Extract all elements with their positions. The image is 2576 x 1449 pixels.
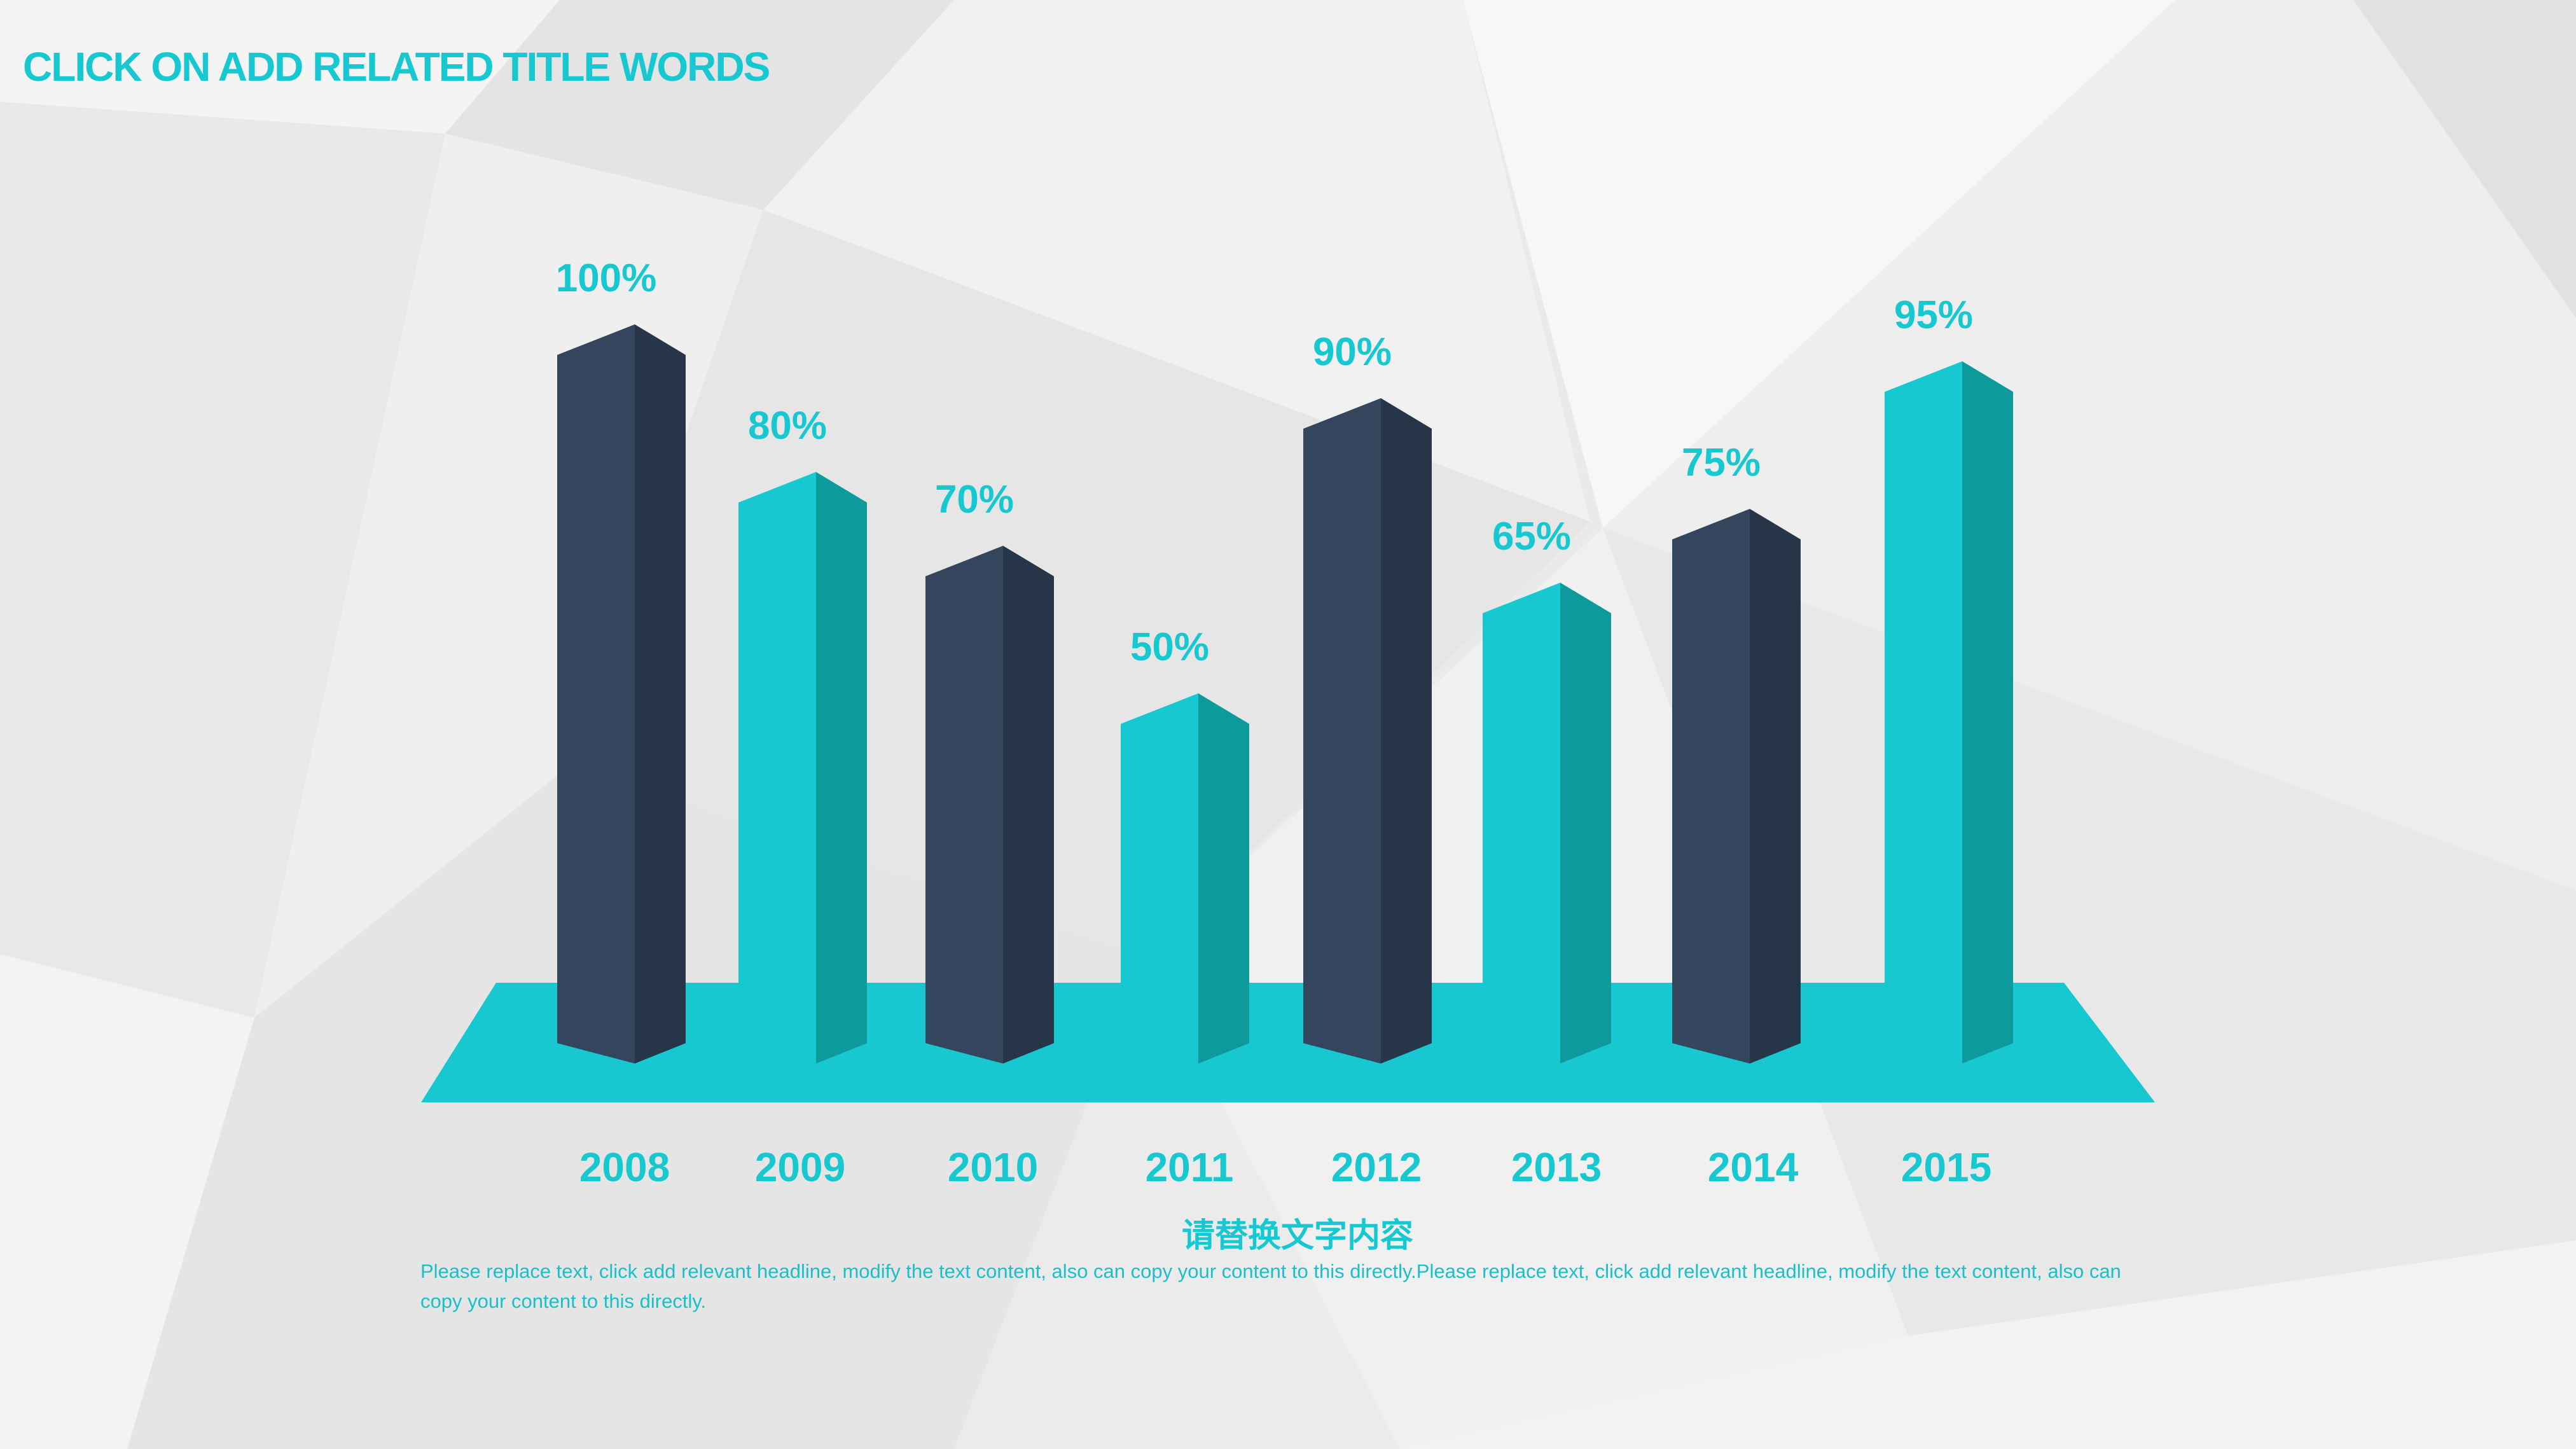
value-label-2010: 70%: [935, 478, 1014, 522]
x-tick-label-2011: 2011: [1146, 1144, 1234, 1190]
bar-2012-front: [1303, 398, 1381, 1064]
x-tick-label-2009: 2009: [755, 1144, 845, 1190]
bar-2009-front: [738, 472, 816, 1064]
x-tick-label-2012: 2012: [1331, 1144, 1422, 1190]
bar-2010-side: [1003, 546, 1054, 1064]
x-tick-label-2015: 2015: [1901, 1144, 1991, 1190]
bar-2011-side: [1198, 693, 1249, 1064]
x-tick-label-2014: 2014: [1708, 1144, 1799, 1190]
bar-2008-side: [635, 324, 686, 1064]
bar-2014-front: [1672, 509, 1750, 1064]
bar-2015-front: [1885, 361, 1962, 1064]
bar-2009-side: [816, 472, 867, 1064]
page-title: CLICK ON ADD RELATED TITLE WORDS: [23, 44, 770, 90]
value-label-2015: 95%: [1894, 293, 1973, 337]
caption-heading: 请替换文字内容: [1181, 1217, 1413, 1255]
bar-2011-front: [1121, 693, 1198, 1064]
bar-2008-front: [557, 324, 635, 1064]
value-label-2011: 50%: [1130, 625, 1209, 669]
bar-2013-side: [1560, 583, 1611, 1064]
x-tick-label-2008: 2008: [579, 1144, 670, 1190]
value-label-2013: 65%: [1492, 515, 1571, 558]
bar-2012-side: [1381, 398, 1432, 1064]
x-tick-label-2010: 2010: [948, 1144, 1038, 1190]
caption-body: Please replace text, click add relevant …: [420, 1260, 2121, 1312]
value-label-2009: 80%: [748, 404, 827, 448]
x-tick-label-2013: 2013: [1511, 1144, 1602, 1190]
value-label-2008: 100%: [556, 256, 657, 300]
value-label-2012: 90%: [1313, 330, 1392, 374]
value-label-2014: 75%: [1682, 441, 1761, 485]
bar-2014-side: [1750, 509, 1801, 1064]
bar-2013-front: [1483, 583, 1560, 1064]
bar-2015-side: [1962, 361, 2013, 1064]
bar-2010-front: [925, 546, 1003, 1064]
